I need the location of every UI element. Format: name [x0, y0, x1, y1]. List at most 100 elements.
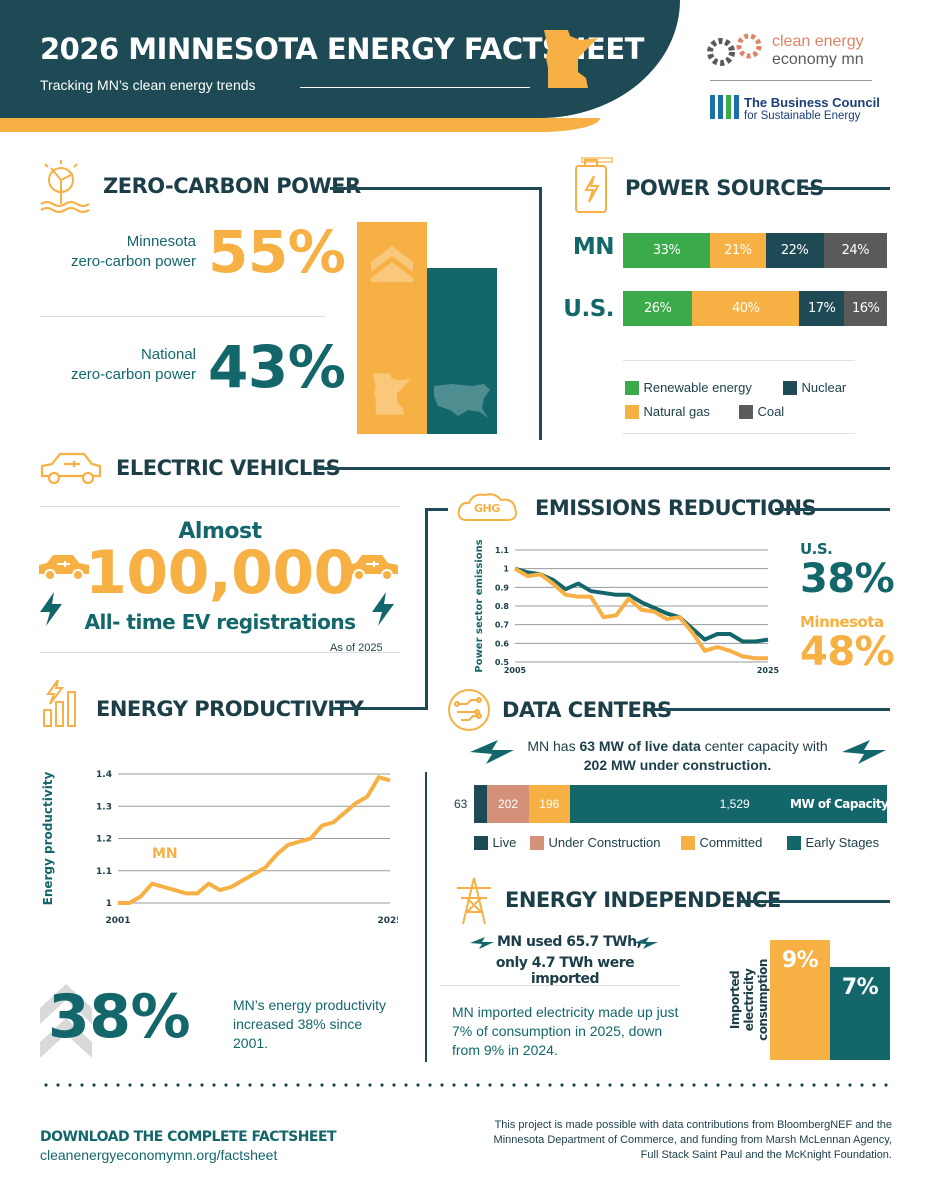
lightning-right-icon: [372, 592, 394, 626]
dc-legend-early-stages: Early Stages: [787, 834, 879, 852]
dc-segment-2: 196: [528, 785, 570, 823]
footer-download[interactable]: DOWNLOAD THE COMPLETE FACTSHEET: [40, 1129, 337, 1145]
business-council-logo-icon: [710, 95, 740, 119]
dc-segment-3: 1,529: [569, 785, 887, 823]
x-tick-0: 2005: [504, 666, 527, 675]
mn-zero-carbon-label: Minnesota zero-carbon power: [70, 233, 196, 270]
power-sources-bar-mn: 33% 21% 22% 24%: [623, 233, 887, 268]
ev-car-left-icon: [39, 555, 89, 581]
usa-silhouette-icon: [434, 383, 490, 418]
independence-line1: MN used 65.7 TWh,: [497, 934, 642, 950]
power-segment-mn-1: 21%: [710, 233, 766, 268]
independence-text: MN imported electricity made up just 7% …: [452, 1004, 679, 1058]
y-tick-2: 1.2: [96, 835, 112, 845]
y-tick-0: 1: [106, 899, 112, 909]
series-line-0: [118, 775, 391, 905]
page-subtitle: Tracking MN’s clean energy trends: [40, 77, 256, 93]
y-tick-4: 1.4: [96, 770, 112, 780]
dc-legend-live: Live: [474, 834, 516, 852]
emissions-rule-left: [428, 508, 448, 511]
independence-line2: only 4.7 TWh were imported: [495, 955, 635, 987]
zero-carbon-title: ZERO-CARBON POWER: [103, 174, 361, 198]
transmission-tower-icon: [457, 877, 491, 925]
independence-title: ENERGY INDEPENDENCE: [505, 888, 781, 912]
footer-url-link[interactable]: cleanenergyeconomymn.org/factsheet: [40, 1147, 278, 1163]
minnesota-map-icon: [544, 30, 598, 88]
circuit-icon: [448, 689, 490, 731]
bar-import-2024: 9%: [770, 940, 830, 1060]
series-line-0: [514, 566, 769, 644]
dc-lightning-right-icon: [842, 740, 886, 764]
data-centers-rule: [650, 708, 890, 711]
logo-bcse-line2: for Sustainable Energy: [744, 110, 861, 122]
power-segment-us-2: 17%: [799, 291, 845, 326]
logo-bcse-line1: The Business Council: [744, 95, 880, 110]
subtitle-rule: [300, 87, 530, 88]
y-tick-1: 1.1: [96, 867, 112, 877]
y-axis-label: Energy productivity: [41, 771, 55, 905]
power-segment-mn-0: 33%: [623, 233, 711, 268]
y-tick-6: 1.1: [495, 546, 510, 555]
power-row-label-us: U.S.: [563, 296, 614, 322]
bar-us-zero-carbon: [427, 268, 497, 434]
y-tick-4: 0.9: [495, 583, 510, 592]
lightning-left-icon: [40, 592, 62, 626]
power-segment-us-0: 26%: [623, 291, 693, 326]
dc-segment-0: [474, 785, 488, 823]
y-tick-3: 1.3: [96, 802, 112, 812]
logo-cee-line2: economy mn: [772, 51, 864, 68]
emissions-vrule: [425, 508, 428, 708]
emissions-mn-label: Minnesota: [800, 613, 884, 631]
header-stripe: [0, 118, 600, 132]
logo-divider: [710, 80, 872, 81]
productivity-big-value: 38%: [48, 982, 191, 1052]
battery-icon: [575, 157, 613, 213]
ev-value: 100,000: [85, 538, 355, 608]
wind-turbine-icon: [40, 160, 90, 213]
productivity-title: ENERGY PRODUCTIVITY: [96, 697, 364, 721]
productivity-rule: [330, 707, 428, 710]
zero-carbon-divider: [40, 316, 325, 317]
legend-coal: Coal: [739, 403, 784, 421]
power-segment-us-1: 40%: [692, 291, 799, 326]
us-zero-carbon-label: National zero-carbon power: [70, 346, 196, 383]
dc-legend-under-construction: Under Construction: [530, 834, 660, 852]
power-row-label-mn: MN: [572, 234, 615, 260]
ev-title: ELECTRIC VEHICLES: [116, 456, 341, 480]
zero-carbon-bar-chart: [357, 222, 497, 434]
x-tick-1: 2025: [377, 916, 398, 926]
independence-rule: [737, 900, 890, 903]
ev-divider-top: [40, 506, 400, 507]
ghg-cloud-icon: [457, 493, 517, 521]
dc-segment-1: 202: [487, 785, 529, 823]
up-chevrons-icon: [371, 246, 413, 282]
bar-import-2025-label: 7%: [841, 974, 879, 1000]
y-tick-1: 0.6: [495, 639, 510, 648]
clean-energy-gears-logo: [707, 33, 762, 66]
y-tick-0: 0.5: [495, 658, 510, 667]
emissions-line-chart: 0.5 0.6 0.7 0.8 0.9 1 1.1 2005 2025 Power sector …: [474, 540, 780, 675]
legend-natural-gas: Natural gas: [625, 403, 710, 421]
power-segment-us-3: 16%: [844, 291, 887, 326]
y-tick-3: 0.8: [495, 602, 510, 611]
y-tick-2: 0.7: [495, 621, 509, 630]
dc-legend-committed: Committed: [681, 834, 762, 852]
x-tick-1: 2025: [757, 666, 780, 675]
emissions-us-label: U.S.: [800, 540, 833, 558]
ei-lightning-right-icon: [634, 937, 658, 949]
zero-carbon-rule: [330, 187, 542, 190]
ev-rule: [318, 467, 890, 470]
ev-label: All- time EV registrations: [84, 610, 356, 634]
up-chevrons-gray-icon: [40, 984, 92, 1058]
emissions-mn-value: 48%: [800, 629, 895, 675]
ev-divider-bottom: [40, 652, 400, 653]
emissions-us-value: 38%: [800, 556, 895, 602]
minnesota-silhouette-icon: [372, 373, 412, 415]
import-axis-label: Imported electricity consumption: [728, 959, 770, 1041]
data-centers-title: DATA CENTERS: [502, 698, 672, 722]
power-segment-mn-3: 24%: [823, 233, 887, 268]
productivity-bars-icon: [43, 680, 76, 727]
ev-note: As of 2025: [330, 642, 383, 654]
zero-carbon-vrule: [539, 187, 542, 440]
power-segment-mn-2: 22%: [765, 233, 824, 268]
